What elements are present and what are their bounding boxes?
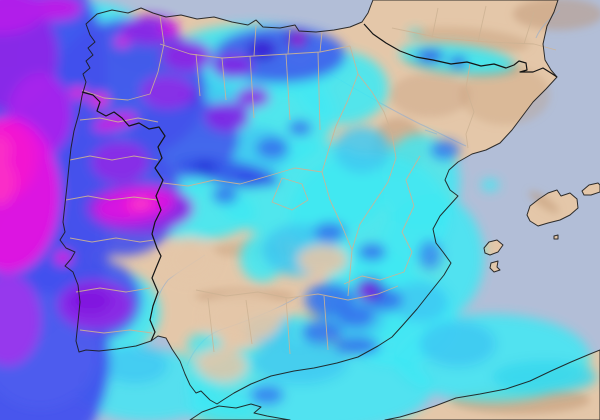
rain-cell [91,141,149,183]
admin-border [343,271,405,285]
portugal-spain-border [81,91,166,342]
admin-border [253,29,351,57]
rain-cell [252,340,348,384]
relief-shading [513,0,600,30]
admin-borders-layer [65,5,557,355]
rain-cell [140,75,194,109]
admin-border [69,155,159,161]
rain-cell [193,159,217,175]
rain-cell [132,199,150,209]
rain-cell [212,186,238,204]
admin-border [195,285,399,301]
rain-cell [211,53,253,79]
rain-cell [301,320,343,344]
rain-cell [449,56,467,68]
rain-cell [256,137,288,159]
rain-cell [188,395,256,420]
rain-cell [69,288,111,314]
rain-cell [204,102,250,132]
formentera-island-coastline [489,260,501,273]
ibiza-island-coastline [483,239,504,256]
menorca-island [582,183,600,195]
rain-cell [234,172,262,188]
rain-cell [121,15,179,45]
country-borders-layer [81,23,558,342]
africa-east-algeria-coastline [384,349,600,420]
cabrera-islet-coastline [553,234,559,240]
rain-cell [288,120,312,136]
rain-cell [0,135,11,165]
mallorca-island-coastline [526,189,579,227]
rain-cell [114,37,130,47]
admin-border [357,73,397,201]
rain-cell [392,282,448,322]
rain-cell [102,346,168,384]
admin-border [391,5,557,51]
admin-border [271,177,309,211]
admin-border [401,155,421,273]
admin-border [321,171,377,297]
rain-cell [420,321,496,367]
rain-cell [160,23,180,35]
admin-border [465,63,475,149]
iberia-france-mainland-coastline [59,0,559,405]
menorca-island-coastline [581,182,600,196]
admin-border [195,51,321,131]
admin-border [69,237,155,243]
admin-border [79,329,153,334]
africa-west-morocco-coastline [189,403,291,420]
dry-patch [298,245,348,275]
admin-border [81,15,165,101]
rain-cell [418,240,442,270]
coastline-layer [59,0,600,420]
rain-cell [0,159,15,205]
rain-cell [430,140,460,160]
aude-river-france [535,9,561,39]
relief-shading [528,190,560,214]
rain-cell [293,36,303,44]
rain-cell [358,243,386,261]
admin-border [65,195,158,201]
dry-patch [163,237,217,283]
dry-patch [203,292,283,342]
admin-border [321,45,359,173]
rain-cell [247,39,277,61]
rain-cell [337,304,375,328]
dry-patch [197,348,247,382]
relief-shading [390,73,470,117]
admin-border [162,167,323,187]
admin-border [79,117,159,123]
rain-cell [0,0,44,34]
rain-cell [250,385,284,405]
rain-cell [334,127,390,173]
ebro-reservoir [424,129,438,135]
rain-cell [334,337,380,355]
rain-cell [0,274,41,366]
rain-cell [162,40,212,72]
rain-cell [481,179,499,191]
admin-border [207,295,329,355]
admin-border [75,287,151,293]
rain-cell [57,253,67,261]
rain-cell [92,112,138,132]
spain-france-border [363,23,558,78]
rain-cell [416,49,444,63]
rain-cell [314,222,346,242]
